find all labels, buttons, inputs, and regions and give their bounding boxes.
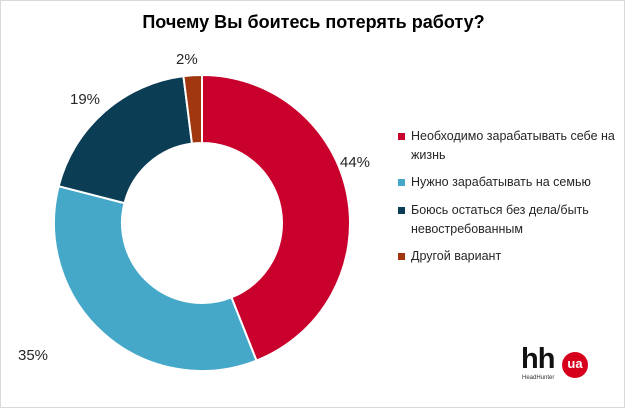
slice-earn-living-label: 44%: [340, 154, 370, 171]
slice-other-label: 2%: [176, 51, 198, 68]
legend-label: Другой вариант: [411, 249, 502, 263]
legend-label: Необходимо зарабатывать себе на жизнь: [411, 129, 615, 162]
slice-earn-living: [201, 73, 351, 362]
slice-other: [182, 73, 203, 145]
logo-mark: hh: [521, 343, 555, 375]
logo-subtitle: HeadHunter: [522, 375, 555, 381]
slice-idle-label: 19%: [70, 91, 100, 108]
legend-swatch: [398, 207, 405, 214]
legend: Необходимо зарабатывать себе на жизнь Ну…: [398, 127, 623, 266]
legend-label: Нужно зарабатывать на семью: [411, 175, 591, 189]
legend-swatch: [398, 253, 405, 260]
legend-swatch: [398, 133, 405, 140]
headhunter-logo: hh ua HeadHunter: [518, 343, 588, 386]
slice-family-label: 35%: [18, 347, 48, 364]
legend-label: Боюсь остаться без дела/быть невостребов…: [411, 203, 589, 236]
legend-item-earn-living: Необходимо зарабатывать себе на жизнь: [398, 127, 623, 165]
chart-title: Почему Вы боитесь потерять работу?: [142, 12, 485, 32]
slice-idle: [57, 75, 194, 205]
legend-swatch: [398, 179, 405, 186]
legend-item-other: Другой вариант: [398, 247, 623, 266]
logo-badge: ua: [562, 352, 588, 378]
legend-item-idle: Боюсь остаться без дела/быть невостребов…: [398, 201, 623, 239]
legend-item-family: Нужно зарабатывать на семью: [398, 173, 623, 192]
slice-family: [53, 184, 258, 372]
